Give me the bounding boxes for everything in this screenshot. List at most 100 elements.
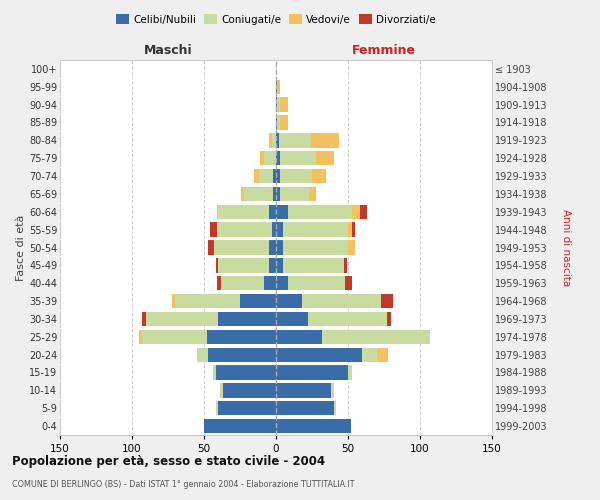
Bar: [218, 401, 276, 415]
Bar: [280, 187, 309, 201]
Bar: [283, 258, 344, 272]
Text: COMUNE DI BERLINGO (BS) - Dati ISTAT 1° gennaio 2004 - Elaborazione TUTTITALIA.I: COMUNE DI BERLINGO (BS) - Dati ISTAT 1° …: [12, 480, 355, 489]
Bar: [269, 204, 276, 219]
Bar: [175, 294, 240, 308]
Bar: [387, 312, 391, 326]
Bar: [348, 366, 352, 380]
Bar: [218, 312, 276, 326]
Bar: [302, 294, 381, 308]
Bar: [277, 80, 280, 94]
Bar: [215, 401, 218, 415]
Bar: [142, 330, 207, 344]
Bar: [259, 169, 273, 183]
Bar: [272, 133, 276, 148]
Bar: [345, 276, 352, 290]
Bar: [359, 204, 367, 219]
Bar: [217, 276, 221, 290]
Bar: [207, 330, 276, 344]
Bar: [276, 98, 277, 112]
Bar: [269, 133, 272, 148]
Bar: [197, 348, 208, 362]
Bar: [208, 348, 276, 362]
Bar: [276, 151, 280, 166]
Bar: [215, 258, 218, 272]
Bar: [260, 151, 265, 166]
Bar: [348, 222, 352, 237]
Bar: [280, 116, 287, 130]
Bar: [280, 151, 316, 166]
Bar: [146, 312, 218, 326]
Bar: [280, 98, 287, 112]
Text: Femmine: Femmine: [352, 44, 416, 58]
Bar: [269, 258, 276, 272]
Bar: [276, 401, 334, 415]
Bar: [283, 222, 348, 237]
Bar: [215, 366, 276, 380]
Bar: [276, 312, 308, 326]
Bar: [276, 258, 283, 272]
Bar: [279, 133, 311, 148]
Bar: [352, 204, 359, 219]
Bar: [241, 187, 244, 201]
Bar: [276, 419, 351, 433]
Bar: [331, 383, 334, 398]
Bar: [218, 258, 269, 272]
Bar: [272, 222, 276, 237]
Bar: [276, 240, 283, 254]
Bar: [276, 383, 331, 398]
Bar: [309, 187, 316, 201]
Bar: [217, 204, 218, 219]
Bar: [283, 240, 348, 254]
Bar: [276, 169, 280, 183]
Bar: [220, 383, 223, 398]
Bar: [348, 240, 355, 254]
Bar: [217, 222, 272, 237]
Bar: [208, 240, 214, 254]
Bar: [316, 151, 334, 166]
Bar: [276, 276, 287, 290]
Bar: [221, 276, 265, 290]
Y-axis label: Anni di nascita: Anni di nascita: [562, 209, 571, 286]
Bar: [276, 348, 362, 362]
Bar: [273, 169, 276, 183]
Bar: [276, 187, 280, 201]
Bar: [139, 330, 142, 344]
Bar: [223, 383, 276, 398]
Bar: [204, 419, 276, 433]
Bar: [308, 312, 387, 326]
Bar: [280, 169, 312, 183]
Bar: [212, 366, 215, 380]
Bar: [276, 80, 277, 94]
Bar: [218, 204, 269, 219]
Bar: [344, 258, 347, 272]
Bar: [276, 116, 277, 130]
Bar: [172, 294, 175, 308]
Text: Popolazione per età, sesso e stato civile - 2004: Popolazione per età, sesso e stato civil…: [12, 455, 325, 468]
Bar: [312, 169, 326, 183]
Legend: Celibi/Nubili, Coniugati/e, Vedovi/e, Divorziati/e: Celibi/Nubili, Coniugati/e, Vedovi/e, Di…: [112, 10, 440, 29]
Y-axis label: Fasce di età: Fasce di età: [16, 214, 26, 280]
Bar: [254, 169, 259, 183]
Bar: [334, 401, 337, 415]
Bar: [287, 204, 352, 219]
Bar: [311, 133, 340, 148]
Bar: [362, 348, 377, 362]
Bar: [265, 151, 276, 166]
Bar: [214, 240, 269, 254]
Bar: [276, 294, 302, 308]
Bar: [265, 276, 276, 290]
Bar: [287, 276, 345, 290]
Bar: [352, 222, 355, 237]
Bar: [142, 312, 146, 326]
Bar: [269, 240, 276, 254]
Bar: [240, 294, 276, 308]
Bar: [276, 204, 287, 219]
Bar: [377, 348, 388, 362]
Bar: [244, 187, 273, 201]
Bar: [210, 222, 217, 237]
Bar: [273, 187, 276, 201]
Bar: [277, 98, 280, 112]
Bar: [277, 116, 280, 130]
Text: Maschi: Maschi: [143, 44, 193, 58]
Bar: [276, 222, 283, 237]
